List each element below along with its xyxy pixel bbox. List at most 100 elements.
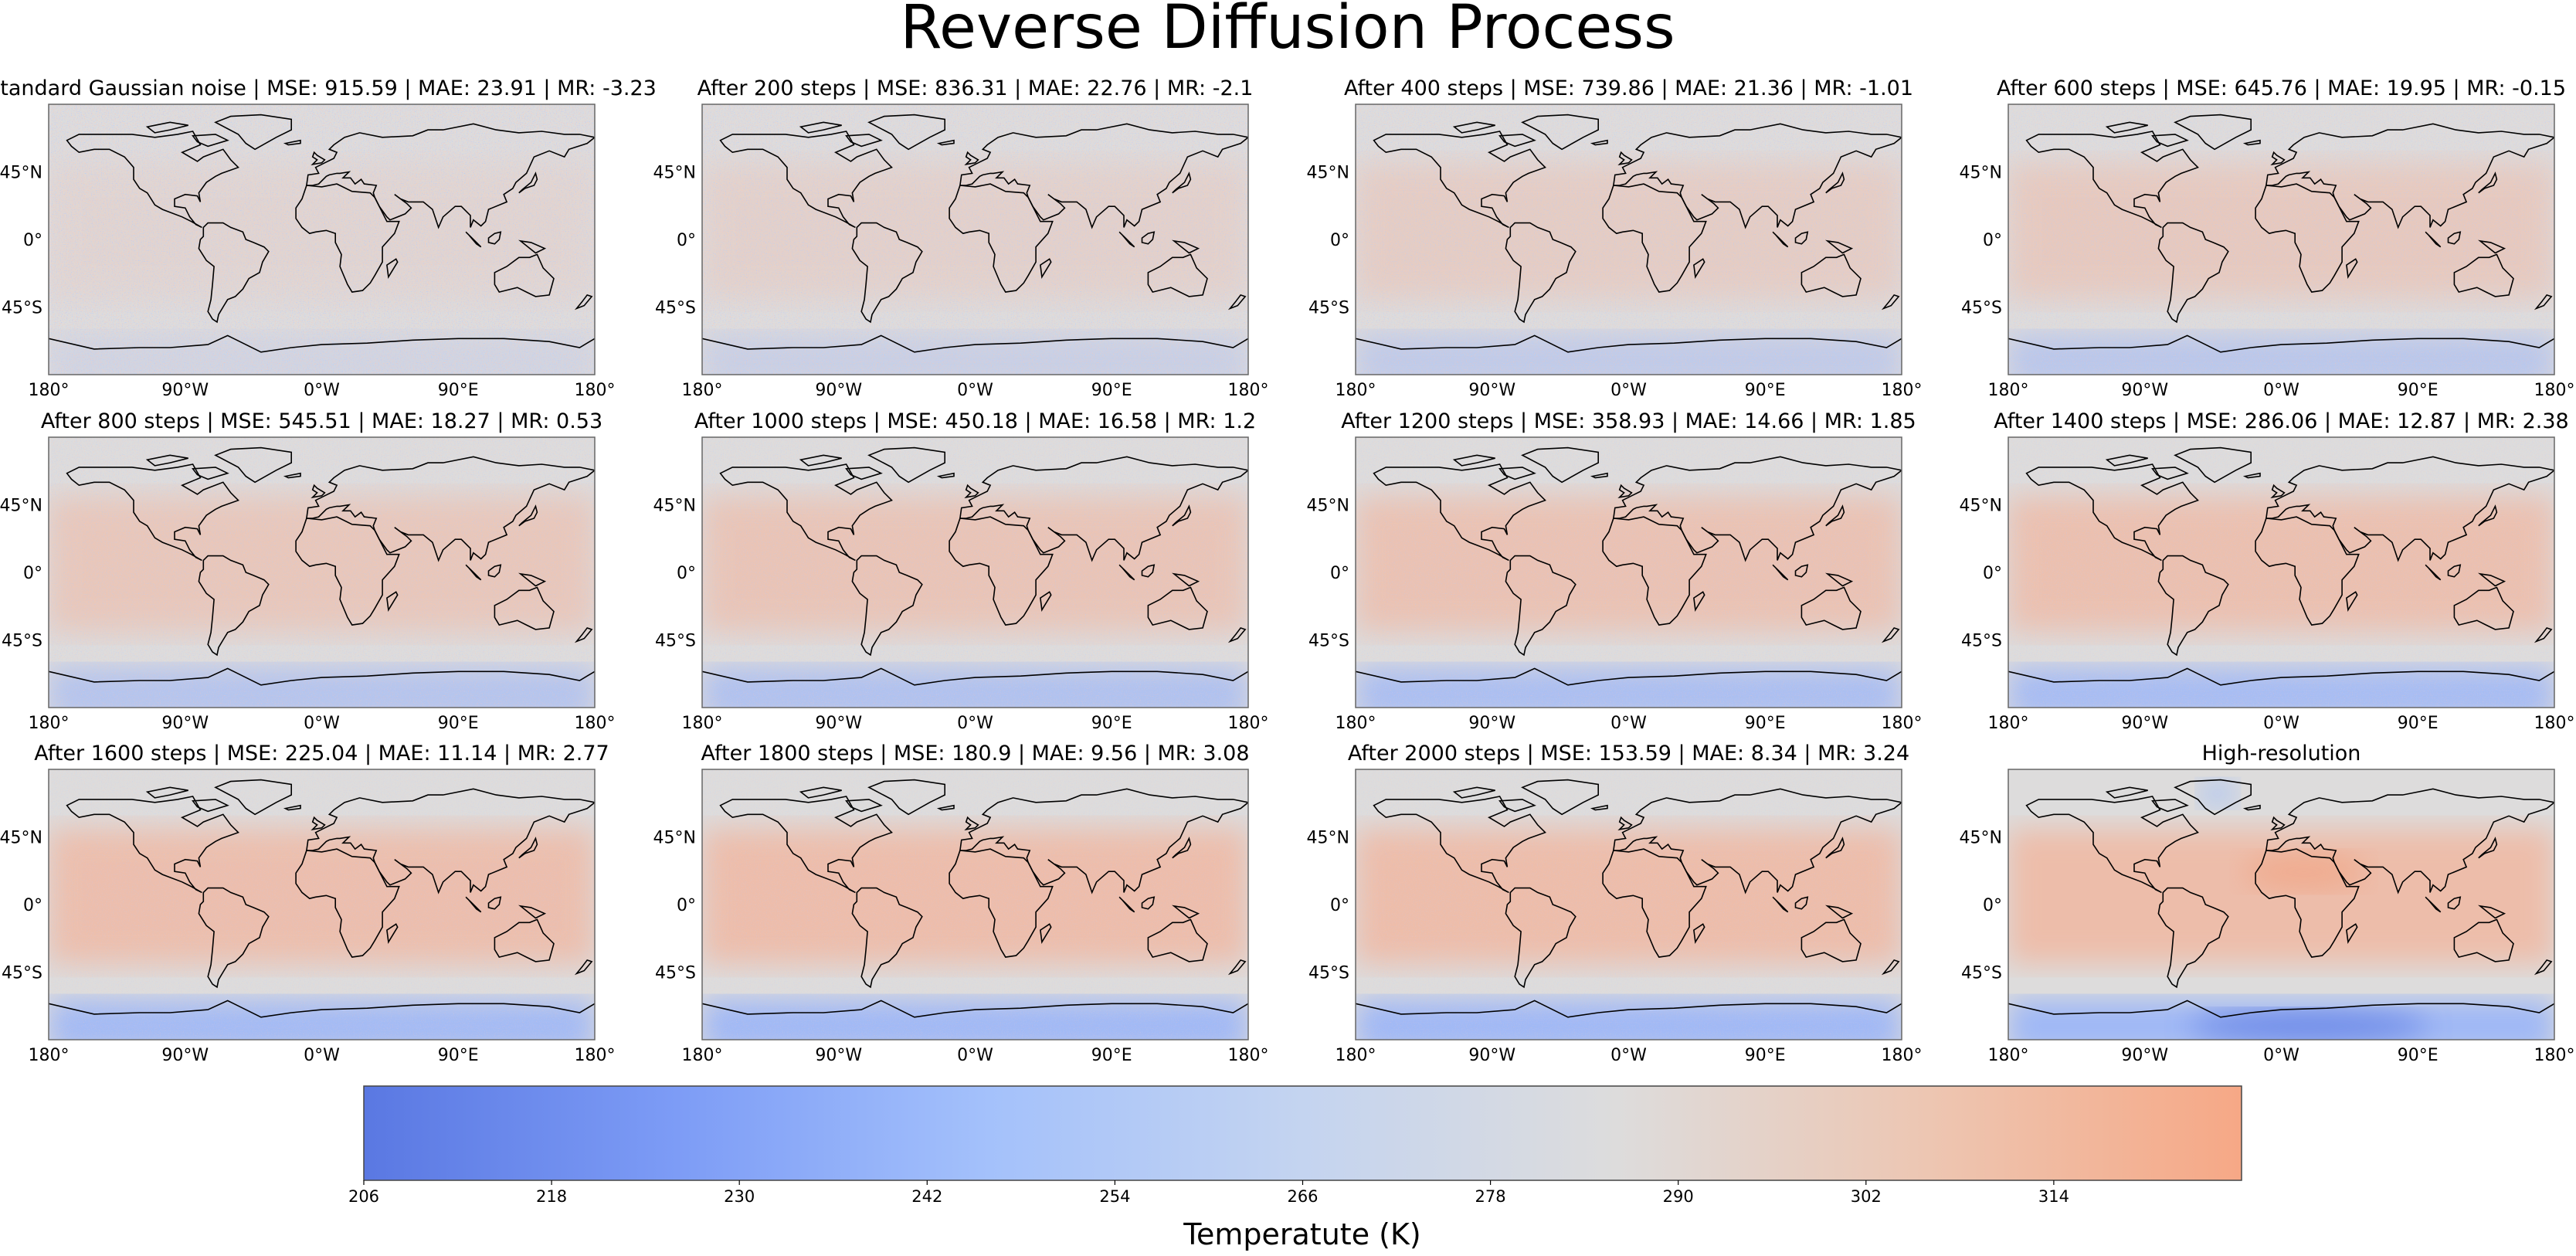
coastline [2425, 896, 2442, 913]
y-tick-label: 45°N [653, 497, 696, 516]
coastline [1693, 591, 1705, 612]
coastline [1452, 786, 1495, 799]
x-tick-label: 90°E [2398, 1046, 2439, 1065]
coastline [283, 804, 301, 811]
y-tick-label: 0° [1983, 564, 2002, 583]
x-tick-label: 90°E [438, 1046, 479, 1065]
panel-frame [48, 436, 596, 708]
coastline [719, 463, 893, 562]
coastline [851, 555, 923, 657]
coastline [1141, 231, 1156, 245]
coastline [145, 454, 188, 467]
coastline [2346, 258, 2358, 279]
x-tick-label: 180° [682, 714, 723, 733]
x-tick-label: 180° [1228, 1046, 1269, 1065]
panel-frame [2008, 769, 2555, 1040]
x-tick-label: 90°E [2398, 381, 2439, 400]
panel-title: After 600 steps | MSE: 645.76 | MAE: 19.… [1997, 76, 2566, 100]
panel-frame [48, 104, 596, 375]
cold-greenland-core [2198, 779, 2238, 808]
map-panel: After 1400 steps | MSE: 286.06 | MAE: 12… [1960, 409, 2575, 733]
coastline [305, 123, 595, 229]
noise-speckle [1356, 769, 1902, 1040]
coastlines [2008, 446, 2554, 686]
y-tick-label: 0° [23, 896, 42, 915]
y-tick-label: 45°N [0, 164, 42, 183]
coastline [574, 626, 593, 643]
coastline [1794, 564, 1809, 578]
y-tick-label: 45°S [1308, 964, 1349, 983]
y-tick-label: 0° [1330, 564, 1349, 583]
coastline [1824, 905, 1854, 919]
coastline [1227, 959, 1247, 976]
x-tick-label: 0°W [304, 1046, 340, 1065]
coastline [283, 139, 301, 146]
coastline [2255, 848, 2360, 958]
coastline [1505, 555, 1576, 657]
temperature-field [49, 104, 595, 375]
y-tick-label: 45°N [0, 829, 42, 848]
coastline-antarctica [2008, 667, 2554, 686]
coastline [1521, 114, 1599, 151]
coastline [295, 516, 400, 626]
y-tick-label: 45°N [1960, 497, 2002, 516]
coastline [305, 456, 595, 562]
colorbar-tick-label: 266 [1287, 1187, 1318, 1206]
coastline [1498, 467, 1536, 480]
coastline [518, 171, 538, 194]
y-tick-label: 45°N [653, 164, 696, 183]
map-panel: After 1000 steps | MSE: 450.18 | MAE: 16… [653, 409, 1269, 733]
x-tick-label: 180° [2534, 1046, 2575, 1065]
coastline [1612, 456, 1902, 562]
temperature-field [2008, 769, 2554, 1040]
x-tick-label: 0°W [957, 1046, 993, 1065]
coastline [214, 779, 292, 816]
coastline [2157, 555, 2229, 657]
y-tick-label: 0° [1983, 896, 2002, 915]
coastline-antarctica [702, 667, 1248, 686]
coastline [2174, 114, 2252, 151]
coastline [145, 786, 188, 799]
y-tick-label: 45°S [1308, 299, 1349, 318]
colorbar-tick-label: 206 [348, 1187, 379, 1206]
x-tick-label: 180° [1336, 381, 1376, 400]
colorbar-tick-label: 230 [724, 1187, 755, 1206]
coastline [1693, 923, 1705, 944]
x-tick-label: 90°E [1091, 381, 1132, 400]
coastline [2242, 804, 2261, 811]
coastline [1373, 463, 1546, 562]
coastline [1590, 472, 1608, 479]
coastline [1590, 804, 1608, 811]
coastline-antarctica [2008, 334, 2554, 353]
coastline [719, 131, 893, 229]
temperature-field [1356, 104, 1902, 375]
x-tick-label: 90°W [161, 714, 209, 733]
coastline [2270, 484, 2286, 499]
x-tick-label: 180° [29, 1046, 70, 1065]
coastline [1118, 564, 1135, 581]
panel-frame [1355, 769, 1902, 1040]
coastline [465, 231, 482, 248]
coastline [1612, 123, 1902, 229]
coastline [2265, 123, 2554, 229]
coastline [1602, 183, 1707, 293]
map-panel: After 2000 steps | MSE: 153.59 | MAE: 8.… [1307, 742, 1923, 1065]
coastline [494, 918, 555, 962]
y-tick-label: 45°S [655, 964, 696, 983]
coastline [2157, 222, 2229, 324]
y-tick-label: 45°S [2, 964, 42, 983]
coastline [964, 484, 979, 499]
x-tick-label: 180° [1336, 1046, 1376, 1065]
coastlines [702, 114, 1248, 353]
coastline [1171, 572, 1200, 587]
map-panel: After 1200 steps | MSE: 358.93 | MAE: 14… [1307, 409, 1923, 733]
coastline [198, 887, 270, 989]
coastline [2453, 918, 2514, 962]
x-tick-label: 180° [1988, 381, 2029, 400]
temperature-field [702, 769, 1248, 1040]
y-tick-label: 0° [1330, 896, 1349, 915]
x-tick-label: 180° [1228, 714, 1269, 733]
y-tick-label: 45°N [1307, 164, 1349, 183]
coastline [1612, 788, 1902, 894]
coastline [2447, 896, 2462, 910]
